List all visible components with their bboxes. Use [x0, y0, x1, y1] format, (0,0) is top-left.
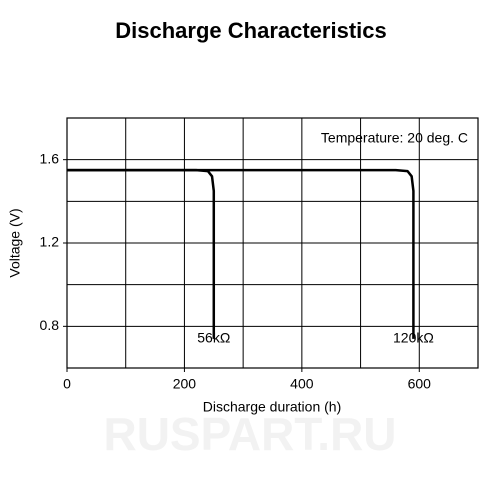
watermark: RUSPART.RU	[103, 408, 396, 460]
y-tick-label: 1.6	[40, 150, 60, 166]
series-label: 56kΩ	[197, 330, 230, 346]
series-label: 120kΩ	[393, 330, 434, 346]
line	[67, 168, 216, 339]
x-tick-label: 600	[408, 376, 432, 392]
x-axis-label: Discharge duration (h)	[203, 399, 342, 415]
y-tick-label: 0.8	[40, 317, 60, 333]
x-tick-label: 0	[63, 376, 71, 392]
chart-title: Discharge Characteristics	[115, 18, 386, 43]
y-axis-label: Voltage (V)	[7, 208, 23, 277]
x-tick-label: 400	[290, 376, 314, 392]
line	[67, 168, 415, 339]
y-tick-label: 1.2	[40, 234, 60, 250]
x-tick-label: 200	[173, 376, 197, 392]
annotation: Temperature: 20 deg. C	[321, 130, 468, 146]
